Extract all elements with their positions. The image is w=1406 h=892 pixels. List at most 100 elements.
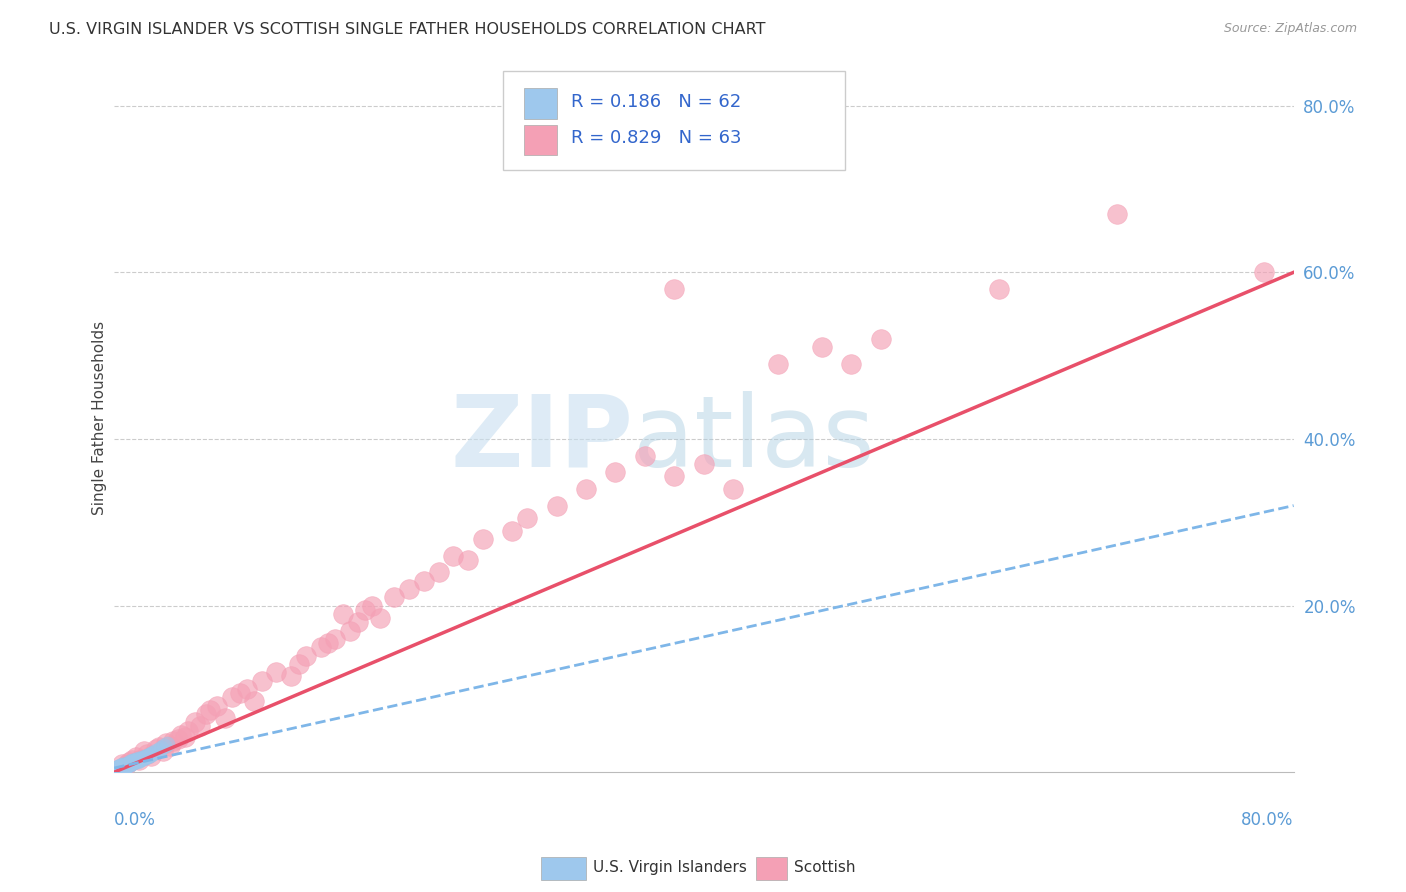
Point: [325, 632, 347, 646]
Text: U.S. Virgin Islanders: U.S. Virgin Islanders: [593, 861, 747, 875]
Point: [605, 465, 627, 479]
Point: [155, 736, 177, 750]
Point: [105, 762, 128, 776]
FancyBboxPatch shape: [503, 71, 845, 170]
Point: [177, 723, 200, 738]
Point: [138, 747, 160, 762]
Point: [207, 698, 229, 713]
Y-axis label: Single Father Households: Single Father Households: [93, 321, 107, 516]
Point: [121, 756, 143, 770]
Point: [115, 757, 138, 772]
Point: [811, 340, 834, 354]
Point: [117, 756, 139, 771]
Point: [346, 615, 368, 630]
Text: U.S. VIRGIN ISLANDER VS SCOTTISH SINGLE FATHER HOUSEHOLDS CORRELATION CHART: U.S. VIRGIN ISLANDER VS SCOTTISH SINGLE …: [49, 22, 766, 37]
FancyBboxPatch shape: [523, 125, 557, 155]
Point: [316, 636, 339, 650]
Point: [174, 730, 197, 744]
Point: [104, 764, 127, 778]
Point: [987, 282, 1010, 296]
Point: [368, 611, 391, 625]
Point: [188, 719, 211, 733]
Point: [135, 747, 157, 761]
Point: [162, 733, 184, 747]
Point: [221, 690, 243, 705]
Point: [354, 603, 377, 617]
Point: [115, 758, 138, 772]
Point: [104, 764, 127, 778]
Point: [145, 744, 167, 758]
Point: [107, 760, 129, 774]
Point: [118, 756, 141, 770]
Text: R = 0.186   N = 62: R = 0.186 N = 62: [571, 93, 741, 111]
Point: [120, 755, 142, 769]
Point: [723, 482, 745, 496]
Point: [111, 756, 134, 771]
Text: 0.0%: 0.0%: [114, 811, 156, 829]
Point: [121, 753, 143, 767]
Point: [169, 728, 191, 742]
Point: [127, 754, 149, 768]
Point: [198, 703, 221, 717]
Point: [139, 747, 162, 761]
Point: [135, 749, 157, 764]
Point: [382, 591, 405, 605]
Point: [546, 499, 568, 513]
Point: [214, 711, 236, 725]
Point: [136, 748, 159, 763]
Point: [159, 739, 181, 753]
Point: [108, 760, 131, 774]
Point: [107, 761, 129, 775]
Point: [145, 742, 167, 756]
Point: [150, 741, 173, 756]
Point: [766, 357, 789, 371]
Point: [107, 762, 129, 776]
Point: [105, 763, 128, 777]
Point: [118, 755, 141, 769]
Point: [412, 574, 434, 588]
Point: [112, 759, 135, 773]
Point: [107, 763, 129, 777]
Point: [121, 755, 143, 769]
Point: [104, 763, 127, 777]
Point: [243, 694, 266, 708]
Point: [398, 582, 420, 596]
Point: [134, 750, 156, 764]
Point: [124, 755, 146, 769]
Point: [266, 665, 288, 680]
Point: [664, 469, 686, 483]
Point: [287, 657, 309, 671]
Point: [111, 760, 134, 774]
Point: [575, 482, 598, 496]
Point: [457, 553, 479, 567]
Point: [194, 706, 217, 721]
Point: [339, 624, 361, 638]
Point: [104, 762, 127, 776]
Point: [236, 681, 259, 696]
Point: [117, 758, 139, 772]
Point: [105, 763, 128, 777]
Point: [115, 759, 138, 773]
Point: [108, 762, 131, 776]
Point: [142, 746, 165, 760]
Point: [127, 752, 149, 766]
Point: [280, 669, 302, 683]
Point: [184, 715, 207, 730]
Point: [841, 357, 863, 371]
Point: [471, 532, 494, 546]
Point: [166, 731, 188, 746]
Point: [111, 761, 134, 775]
Point: [120, 756, 142, 771]
Point: [516, 511, 538, 525]
Text: R = 0.829   N = 63: R = 0.829 N = 63: [571, 129, 741, 147]
Point: [112, 760, 135, 774]
Point: [693, 457, 716, 471]
Point: [129, 752, 152, 766]
Point: [332, 607, 354, 621]
Point: [105, 761, 128, 775]
Point: [132, 751, 155, 765]
Point: [108, 761, 131, 775]
Point: [148, 740, 170, 755]
Point: [228, 686, 250, 700]
Point: [111, 758, 134, 772]
